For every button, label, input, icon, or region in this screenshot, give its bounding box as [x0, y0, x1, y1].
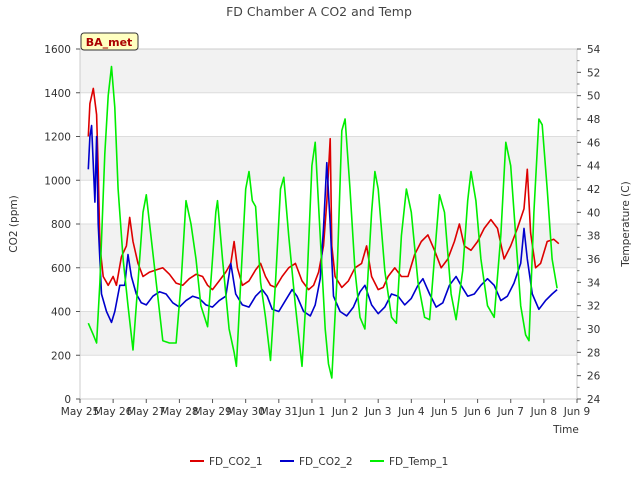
x-tick-label: May 31: [260, 406, 298, 418]
series-line-fd-co2-2: [87, 124, 558, 324]
station-badge: BA_met: [80, 32, 139, 51]
y-axis-label: CO2 (ppm): [8, 195, 20, 252]
y-tick-label: 200: [51, 350, 71, 362]
y2-axis-label: Temperature (C): [620, 181, 632, 267]
y2-tick-label: 28: [587, 347, 600, 359]
y2-tick-label: 40: [587, 207, 600, 219]
y-axis-right: 24 26 28 30 32 34 36 38 40 42 44 46 48 50 52 54: [577, 44, 601, 406]
plot-band: [80, 311, 577, 356]
y2-tick-label: 42: [587, 184, 600, 196]
series-layer: [87, 65, 560, 379]
y-tick-label: 400: [51, 307, 71, 319]
y2-tick-label: 54: [587, 44, 601, 56]
y2-tick-label: 32: [587, 301, 600, 313]
y-tick-label: 1200: [44, 132, 71, 144]
y-tick-label: 1400: [44, 88, 71, 100]
x-tick-label: Jun 3: [364, 406, 391, 418]
x-tick-label: Jun 4: [397, 406, 425, 418]
plot-band: [80, 49, 577, 93]
x-tick-label: Jun 8: [530, 406, 557, 418]
y2-tick-label: 34: [587, 277, 601, 289]
x-tick-label: Jun 9: [563, 406, 590, 418]
y2-tick-label: 38: [587, 231, 600, 243]
y2-tick-label: 46: [587, 137, 601, 149]
plot-band: [80, 92, 577, 137]
x-tick-label: Jun 6: [463, 406, 491, 418]
legend: FD_CO2_1 FD_CO2_2 FD_Temp_1: [190, 456, 448, 468]
x-tick-label: May 28: [160, 406, 198, 418]
y-tick-label: 1600: [44, 44, 71, 56]
legend-label: FD_Temp_1: [389, 456, 448, 468]
series-line-fd-temp-1: [87, 65, 558, 379]
series-line-fd-co2-1: [87, 87, 560, 291]
x-tick-label: Jun 2: [331, 406, 358, 418]
plot-band: [80, 267, 577, 312]
legend-label: FD_CO2_1: [209, 456, 263, 468]
y2-tick-label: 36: [587, 254, 601, 266]
y2-tick-label: 50: [587, 91, 600, 103]
x-tick-label: Jun 7: [497, 406, 524, 418]
y-axis-left: 0 200 400 600 800 1000 1200 1400 1600: [44, 44, 80, 406]
x-tick-label: Jun 1: [298, 406, 325, 418]
x-tick-label: May 29: [193, 406, 231, 418]
x-tick-label: Jun 5: [430, 406, 457, 418]
y2-tick-label: 24: [587, 394, 601, 406]
y2-tick-label: 52: [587, 67, 600, 79]
station-badge-label: BA_met: [86, 36, 133, 49]
plot-band: [80, 224, 577, 268]
y-tick-label: 1000: [44, 175, 71, 187]
y2-tick-label: 26: [587, 371, 601, 383]
x-axis-label: Time: [552, 424, 579, 436]
x-tick-label: May 25: [61, 406, 99, 418]
chart-title: FD Chamber A CO2 and Temp: [226, 4, 412, 19]
y2-tick-label: 30: [587, 324, 600, 336]
y2-tick-label: 48: [587, 114, 600, 126]
x-tick-label: May 30: [226, 406, 264, 418]
legend-label: FD_CO2_2: [299, 456, 353, 468]
x-tick-label: May 26: [94, 406, 133, 418]
y-tick-label: 0: [64, 394, 71, 406]
y-tick-label: 600: [51, 263, 71, 275]
y2-tick-label: 44: [587, 161, 601, 173]
y-tick-label: 800: [51, 219, 71, 231]
x-tick-label: May 27: [127, 406, 165, 418]
